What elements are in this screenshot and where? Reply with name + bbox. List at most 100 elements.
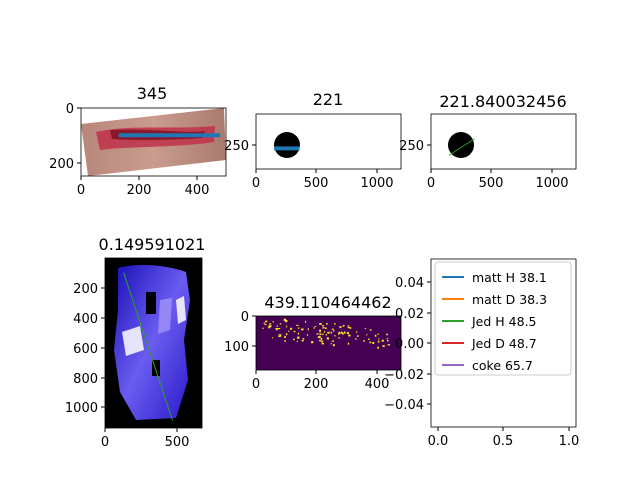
panel-1-ytick-label: 0	[66, 102, 74, 117]
panel-5-background	[256, 316, 401, 370]
legend-item: coke 65.7	[442, 358, 533, 373]
mask-speckle	[333, 329, 335, 332]
mask-speckle	[290, 327, 293, 330]
mask-speckle	[382, 345, 385, 347]
mask-speckle	[357, 335, 359, 337]
mask-speckle	[387, 344, 391, 346]
panel-5-xtick-label: 400	[365, 377, 390, 392]
panel-1-frame	[80, 107, 227, 177]
panel-5-ytick-label: 0	[241, 310, 249, 325]
mask-speckle	[381, 339, 384, 342]
mask-speckle	[326, 323, 328, 325]
panel-2-yticks: 250	[224, 139, 256, 154]
mask-speckle	[319, 323, 322, 325]
panel-4-ytick-label: 400	[73, 312, 98, 327]
panel-2-xtick-label: 0	[252, 176, 260, 191]
panel-5-xtick-label: 200	[304, 377, 329, 392]
panel-3: 221.840032456 0 500 1000 250	[399, 92, 577, 191]
mask-speckle	[319, 329, 321, 332]
mask-speckle	[348, 334, 351, 337]
mask-speckle	[387, 340, 389, 342]
mask-speckle	[317, 336, 320, 338]
legend-label: matt D 38.3	[472, 292, 547, 307]
mask-speckle	[263, 322, 265, 324]
mask-speckle	[301, 340, 304, 342]
legend-label: matt H 38.1	[472, 270, 547, 285]
panel-4: 0.149591021 0 500 200 400 600 8	[65, 235, 206, 450]
panel-1-xtick-label: 400	[185, 183, 210, 198]
legend-label: Jed H 48.5	[471, 314, 537, 329]
panel-2-frame	[255, 113, 402, 170]
panel-6-ytick-label: 0.00	[395, 337, 424, 352]
panel-5-title: 439.110464462	[264, 293, 391, 312]
legend-item: matt D 38.3	[442, 292, 547, 307]
mask-speckle	[320, 337, 323, 340]
mask-speckle	[356, 331, 358, 333]
legend: matt H 38.1 matt D 38.3 Jed H 48.5 Jed D…	[434, 261, 572, 376]
panel-5-yticks: 0 100	[224, 310, 256, 355]
mask-speckle	[269, 323, 272, 325]
panel-1-xtick-label: 0	[77, 183, 85, 198]
mask-speckle	[301, 328, 304, 331]
mask-speckle	[327, 331, 330, 334]
panel-3-xticks: 0 500 1000	[427, 169, 569, 191]
panel-4-ytick-label: 800	[73, 372, 98, 387]
legend-item: matt H 38.1	[442, 270, 547, 285]
panel-2-xtick-label: 500	[304, 176, 329, 191]
panel-1-ytick-label: 200	[49, 157, 74, 172]
mask-speckle	[286, 325, 288, 328]
mask-speckle	[276, 325, 278, 327]
panel-6-ytick-label: −0.02	[384, 368, 424, 383]
mask-speckle	[367, 338, 370, 340]
legend-label: Jed D 48.7	[471, 336, 537, 351]
mask-speckle	[297, 336, 300, 339]
panel-4-overlay-line	[123, 272, 174, 421]
panel-1-xticks: 0 200 400	[77, 176, 210, 198]
mask-speckle	[369, 341, 372, 344]
mask-speckle	[321, 340, 324, 343]
legend-item: Jed H 48.5	[442, 314, 537, 329]
mask-speckle	[316, 333, 319, 335]
panel-6-ytick-label: −0.04	[384, 398, 424, 413]
mask-speckle	[285, 333, 288, 336]
panel-2-xticks: 0 500 1000	[252, 169, 394, 191]
mask-speckle	[277, 328, 281, 330]
panel-6-xtick-label: 0.0	[428, 434, 449, 449]
mask-speckle	[264, 324, 267, 326]
mask-speckle	[347, 327, 350, 329]
mask-speckle	[319, 333, 321, 336]
mask-speckle	[272, 337, 274, 339]
mask-speckle	[297, 327, 300, 329]
panel-2-title: 221	[313, 90, 344, 109]
mask-speckle	[321, 342, 324, 345]
mask-speckle	[279, 334, 282, 337]
panel-5-xtick-label: 0	[252, 377, 260, 392]
mask-speckle	[325, 334, 327, 336]
mask-speckle	[347, 342, 350, 345]
mask-speckle	[377, 333, 379, 335]
panel-3-ytick-label: 250	[399, 139, 424, 154]
panel-1-image	[81, 108, 226, 176]
mask-speckle	[322, 325, 324, 327]
mask-speckle	[343, 325, 345, 327]
mask-speckle	[272, 321, 274, 323]
panel-1-title: 345	[137, 84, 168, 103]
mask-speckle	[349, 327, 352, 329]
mask-speckle	[342, 325, 344, 327]
mask-speckle	[334, 335, 336, 337]
panel-1-yticks: 0 200	[49, 102, 81, 172]
panel-4-ytick-label: 200	[73, 282, 98, 297]
mask-speckle	[378, 338, 380, 340]
mask-speckle	[320, 340, 323, 342]
panel-6: 0.0 0.5 1.0 0.04 0.02 0.00 −0.02 −0.04 m…	[384, 258, 579, 449]
mask-speckle	[284, 319, 288, 323]
mask-speckle	[322, 327, 325, 329]
panel-6-ytick-label: 0.02	[395, 307, 424, 322]
panel-3-title: 221.840032456	[439, 92, 566, 111]
mask-speckle	[319, 339, 321, 342]
mask-speckle	[293, 330, 296, 333]
mask-speckle	[338, 332, 340, 335]
legend-item: Jed D 48.7	[442, 336, 537, 351]
mask-speckle	[364, 327, 367, 329]
mask-speckle	[321, 333, 324, 335]
